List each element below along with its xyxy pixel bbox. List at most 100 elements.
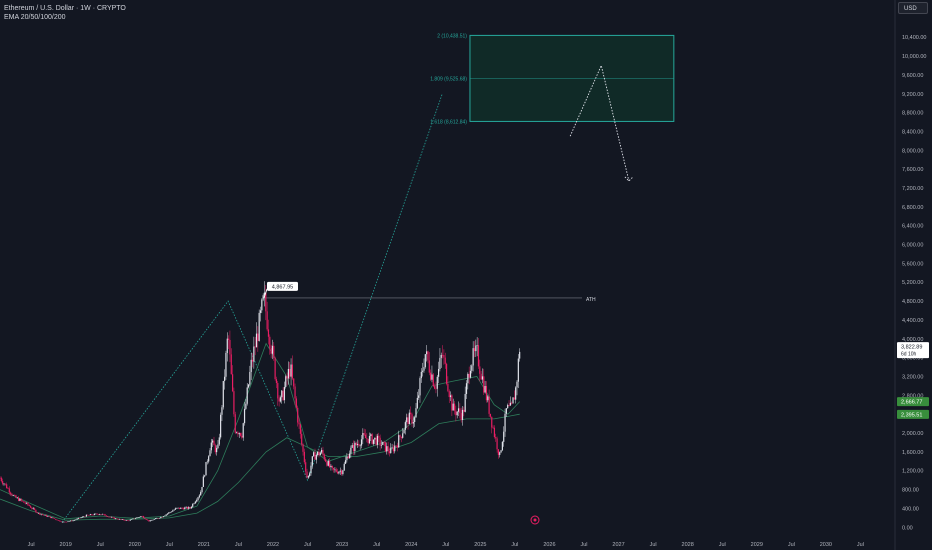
candle-body bbox=[378, 435, 380, 438]
candle-body bbox=[192, 503, 194, 507]
candle-body bbox=[88, 515, 90, 516]
candle-body bbox=[35, 509, 37, 513]
candle-body bbox=[313, 452, 315, 457]
y-tick-label: 8,800.00 bbox=[902, 111, 923, 117]
candle-body bbox=[49, 516, 52, 518]
candle-body bbox=[298, 422, 300, 425]
candle-body bbox=[72, 520, 74, 522]
candle-body bbox=[419, 378, 421, 396]
candle-body bbox=[516, 381, 518, 388]
candle-body bbox=[418, 395, 420, 398]
candle-body bbox=[212, 440, 214, 443]
candle-body bbox=[344, 460, 347, 464]
current-price-tag bbox=[897, 342, 929, 359]
candle-body bbox=[116, 518, 118, 520]
candle-body bbox=[85, 514, 87, 517]
candle-body bbox=[44, 515, 46, 516]
x-tick-label: Jul bbox=[373, 542, 380, 548]
x-tick-label: Jul bbox=[511, 542, 518, 548]
ema-price-label: 2,395.51 bbox=[901, 412, 922, 418]
candle-body bbox=[193, 503, 195, 504]
y-tick-label: 400.00 bbox=[902, 506, 919, 512]
x-tick-label: Jul bbox=[235, 542, 242, 548]
candle-body bbox=[352, 445, 355, 452]
candle-body bbox=[63, 521, 65, 523]
candle-body bbox=[424, 354, 426, 368]
candle-body bbox=[325, 459, 327, 462]
y-tick-label: 1,200.00 bbox=[902, 469, 923, 475]
candle-body bbox=[177, 507, 179, 509]
x-tick-label: 2027 bbox=[612, 542, 624, 548]
x-tick-label: Jul bbox=[304, 542, 311, 548]
y-tick-label: 7,200.00 bbox=[902, 186, 923, 192]
candle-body bbox=[281, 390, 283, 398]
candle-body bbox=[517, 358, 519, 382]
candle-body bbox=[218, 437, 220, 445]
candle-body bbox=[229, 339, 231, 355]
candle-body bbox=[158, 517, 161, 519]
candle-body bbox=[266, 311, 268, 330]
candle-body bbox=[231, 374, 234, 392]
candle-body bbox=[334, 469, 336, 471]
candle-body bbox=[213, 440, 215, 446]
candle-body bbox=[515, 387, 517, 400]
candle-body bbox=[394, 445, 396, 452]
y-tick-label: 7,600.00 bbox=[902, 167, 923, 173]
y-tick-label: 4,800.00 bbox=[902, 299, 923, 305]
currency-button[interactable]: USD bbox=[898, 2, 928, 14]
candle-body bbox=[11, 493, 13, 496]
candle-body bbox=[76, 518, 78, 520]
candle-body bbox=[220, 414, 222, 438]
candle-body bbox=[391, 447, 393, 449]
candle-body bbox=[339, 470, 341, 472]
candle-body bbox=[103, 513, 105, 515]
candle-body bbox=[188, 507, 190, 509]
candle-body bbox=[519, 351, 521, 359]
candle-body bbox=[24, 502, 26, 504]
candle-body bbox=[202, 476, 204, 487]
symbol-title[interactable]: Ethereum / U.S. Dollar · 1W · CRYPTO bbox=[4, 5, 126, 12]
candle-body bbox=[40, 514, 42, 515]
ema-fast-line bbox=[0, 342, 521, 520]
candle-body bbox=[414, 417, 416, 422]
y-tick-label: 8,400.00 bbox=[902, 129, 923, 135]
candle-body bbox=[263, 292, 266, 296]
candle-body bbox=[383, 441, 385, 443]
candle-body bbox=[499, 452, 501, 455]
candle-body bbox=[495, 437, 497, 439]
y-tick-label: 3,600.00 bbox=[902, 356, 923, 362]
candle-body bbox=[117, 519, 119, 520]
candle-body bbox=[330, 465, 332, 468]
candle-body bbox=[77, 517, 80, 519]
candle-body bbox=[348, 453, 351, 459]
candle-body bbox=[435, 388, 437, 390]
candle-body bbox=[198, 495, 200, 498]
candle-body bbox=[503, 431, 505, 442]
candle-body bbox=[315, 455, 317, 460]
candle-body bbox=[8, 488, 10, 493]
candle-body bbox=[436, 376, 438, 389]
candle-body bbox=[111, 517, 113, 518]
candle-body bbox=[68, 521, 70, 522]
y-tick-label: 9,200.00 bbox=[902, 92, 923, 98]
candle-body bbox=[367, 438, 369, 444]
candle-body bbox=[407, 417, 409, 425]
candle-body bbox=[3, 483, 5, 485]
candle-body bbox=[246, 387, 248, 404]
candle-body bbox=[224, 376, 226, 381]
candle-body bbox=[258, 312, 260, 341]
candle-body bbox=[323, 454, 325, 460]
candle-body bbox=[69, 520, 72, 522]
candle-body bbox=[293, 378, 295, 387]
candle-body bbox=[283, 387, 286, 401]
y-tick-label: 6,800.00 bbox=[902, 205, 923, 211]
x-tick-label: 2019 bbox=[60, 542, 72, 548]
indicator-label[interactable]: EMA 20/50/100/200 bbox=[4, 14, 66, 21]
candle-body bbox=[501, 441, 503, 451]
candle-body bbox=[200, 492, 202, 496]
bar-countdown-label: 6d 10h bbox=[901, 352, 917, 358]
candle-body bbox=[205, 462, 207, 476]
x-tick-label: Jul bbox=[28, 542, 35, 548]
